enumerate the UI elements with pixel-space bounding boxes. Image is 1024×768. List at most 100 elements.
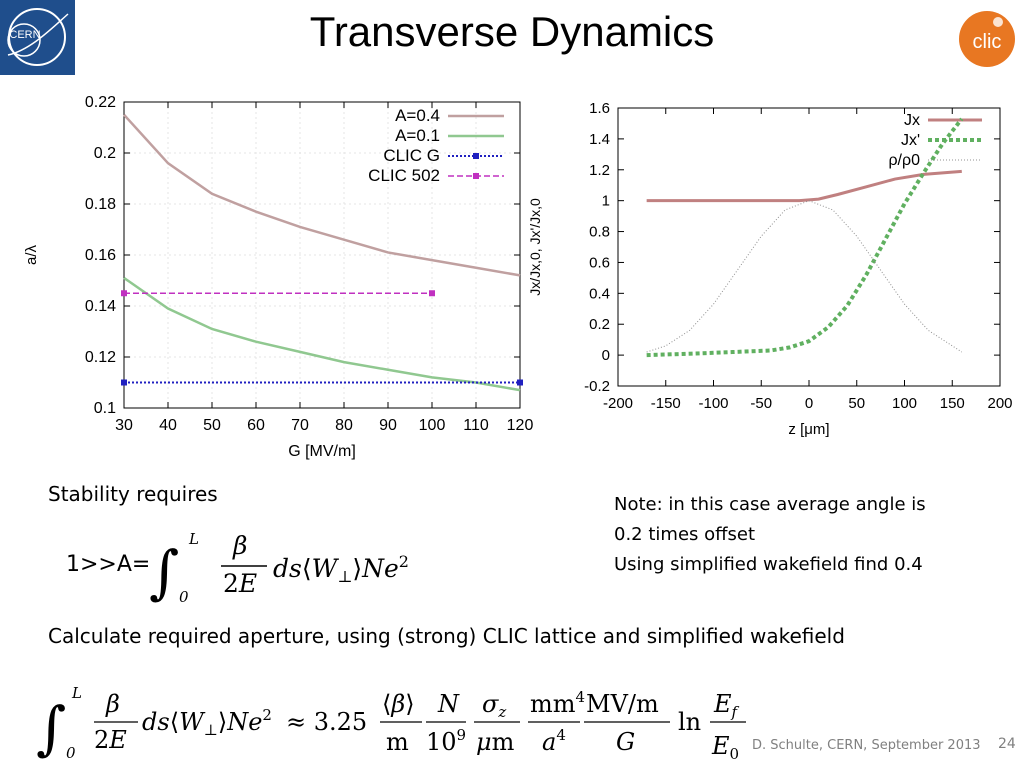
svg-text:E0: E0 <box>711 732 739 763</box>
y-tick-label: 1.2 <box>589 162 610 179</box>
y-tick-label: 0.2 <box>94 145 116 162</box>
x-tick-label: 50 <box>203 417 221 434</box>
svg-text:ds⟨W⊥⟩Ne2: ds⟨W⊥⟩Ne2 <box>273 552 409 586</box>
y-tick-label: 0.2 <box>589 316 610 333</box>
series-line <box>123 276 521 392</box>
condition-lhs: 1>>A= <box>66 552 151 577</box>
calculate-aperture-text: Calculate required aperture, using (stro… <box>48 624 845 648</box>
svg-text:mm4: mm4 <box>530 688 585 718</box>
y-axis-label: Jx/Jx,0, Jx'/Jx,0 <box>527 198 543 296</box>
x-tick-label: 150 <box>940 395 965 412</box>
x-tick-label: 90 <box>379 417 397 434</box>
svg-text:μm: μm <box>476 728 515 756</box>
x-axis-label: G [MV/m] <box>288 443 356 460</box>
x-axis-label: z [μm] <box>788 421 829 438</box>
x-tick-label: 0 <box>805 395 813 412</box>
x-tick-label: 200 <box>987 395 1012 412</box>
legend-entry: ρ/ρ0 <box>888 152 920 169</box>
cern-logo-graphic: CERN <box>0 0 75 75</box>
svg-text:0: 0 <box>66 744 76 762</box>
svg-text:ln: ln <box>678 708 701 736</box>
x-tick-label: 100 <box>892 395 917 412</box>
svg-text:G: G <box>616 728 635 756</box>
x-tick-label: 50 <box>848 395 865 412</box>
note-text: Note: in this case average angle is 0.2 … <box>614 490 926 580</box>
svg-text:σz: σz <box>482 690 506 721</box>
y-tick-label: 0.18 <box>85 196 116 213</box>
legend-entry: CLIC G <box>383 146 440 165</box>
svg-text:ds⟨W⊥⟩Ne2: ds⟨W⊥⟩Ne2 <box>142 706 272 739</box>
svg-text:a4: a4 <box>542 726 566 756</box>
cern-logo-text: CERN <box>9 29 40 41</box>
legend-marker <box>473 173 479 179</box>
x-tick-label: -200 <box>603 395 633 412</box>
y-tick-label: 1.6 <box>589 100 610 117</box>
data-point <box>429 290 435 297</box>
y-tick-label: 0.4 <box>589 285 610 302</box>
stability-requires-text: Stability requires <box>48 482 218 506</box>
aperture-formula: ∫ 0 L β 2E ds⟨W⊥⟩Ne2 ≈ 3.25 ⟨β⟩ m N 109 … <box>36 684 746 763</box>
y-axis-label: a/λ <box>23 244 40 265</box>
svg-text:∫: ∫ <box>36 694 66 762</box>
x-tick-label: 100 <box>419 417 446 434</box>
footer-author: D. Schulte, CERN, September 2013 <box>752 738 981 753</box>
svg-text:2E: 2E <box>223 569 257 598</box>
series-line <box>646 117 964 358</box>
legend-entry: Jx <box>904 112 920 129</box>
x-tick-label: -100 <box>698 395 728 412</box>
svg-text:⟨β⟩: ⟨β⟩ <box>382 690 415 718</box>
x-tick-label: 110 <box>463 417 489 434</box>
aperture-vs-gradient-chart: 30 40 50 60 70 80 90 100 110 120 0.1 0.12 0.14 0.16 0.… <box>23 94 534 460</box>
plot-frame <box>617 107 1001 387</box>
legend-entry: A=0.1 <box>395 126 440 145</box>
clic-logo-text: clic <box>973 31 1002 53</box>
svg-text:m: m <box>386 728 409 756</box>
series-line <box>123 113 521 277</box>
note-line-2: 0.2 times offset <box>614 524 756 545</box>
svg-text:β: β <box>232 531 247 560</box>
note-line-1: Note: in this case average angle is <box>614 494 926 515</box>
svg-text:MV/m: MV/m <box>586 690 659 718</box>
emittance-growth-chart: -200 -150 -100 -50 0 50 100 150 200 -0.2 0 0.2 0.4 0.… <box>527 100 1013 438</box>
x-tick-label: -150 <box>651 395 681 412</box>
svg-text:L: L <box>188 530 199 548</box>
svg-text:2E: 2E <box>94 726 127 754</box>
cern-logo: CERN <box>0 0 75 75</box>
x-tick-label: 80 <box>335 417 353 434</box>
y-tick-label: 0.14 <box>85 298 116 315</box>
x-tick-label: 60 <box>247 417 265 434</box>
legend-marker <box>473 153 479 159</box>
note-line-3: Using simplified wakefield find 0.4 <box>614 554 923 575</box>
y-tick-label: 1 <box>602 193 610 210</box>
y-tick-label: -0.2 <box>584 378 610 395</box>
series-line <box>646 200 963 353</box>
svg-text:≈ 3.25: ≈ 3.25 <box>286 708 367 736</box>
x-tick-label: 30 <box>115 417 133 434</box>
svg-text:L: L <box>71 684 82 702</box>
svg-text:0: 0 <box>179 588 189 606</box>
svg-text:N: N <box>437 690 460 718</box>
integral-sign: ∫ <box>149 538 179 606</box>
y-tick-label: 0.12 <box>85 349 116 366</box>
clic-logo: clic <box>958 10 1016 68</box>
y-tick-label: 0.22 <box>85 94 116 111</box>
x-tick-label: -50 <box>750 395 772 412</box>
legend-entry: CLIC 502 <box>368 166 440 185</box>
page-number: 24 <box>998 736 1016 752</box>
y-tick-label: 0.8 <box>589 224 610 241</box>
svg-text:Ef: Ef <box>713 690 740 721</box>
y-tick-label: 1.4 <box>589 131 610 148</box>
slide-title: Transverse Dynamics <box>309 8 715 55</box>
clic-logo-graphic: clic <box>959 11 1015 67</box>
y-tick-label: 0 <box>602 347 610 364</box>
y-tick-label: 0.6 <box>589 254 610 271</box>
series-line <box>646 169 962 203</box>
y-tick-label: 0.1 <box>94 400 116 417</box>
data-point <box>121 290 127 297</box>
x-tick-label: 40 <box>159 417 177 434</box>
svg-text:109: 109 <box>426 726 466 756</box>
legend-entry: A=0.4 <box>395 106 440 125</box>
x-tick-label: 120 <box>507 417 534 434</box>
data-point <box>517 379 523 386</box>
svg-text:β: β <box>105 690 120 718</box>
